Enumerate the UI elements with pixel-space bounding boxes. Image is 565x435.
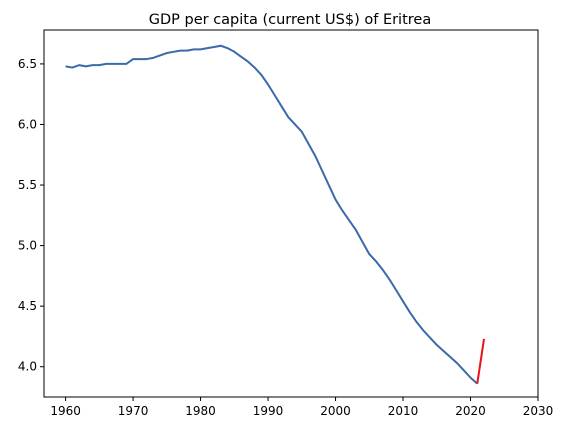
x-tick-label: 1960 [50,404,81,418]
x-tick-label: 2000 [320,404,351,418]
series-layer [65,44,485,385]
x-tick-label: 2010 [388,404,419,418]
plot-area-frame [43,29,539,398]
chart-title: GDP per capita (current US$) of Eritrea [149,12,431,28]
y-tick-label: 4.5 [18,299,37,313]
y-axis: 4.0 4.5 5.0 5.5 6.0 6.5 [18,57,44,374]
x-axis: 1960 1970 1980 1990 2000 2010 2020 2030 [50,397,553,418]
y-tick-label: 4.0 [18,360,37,374]
x-tick-label: 2030 [523,404,554,418]
x-tick-label: 1970 [118,404,149,418]
series-line-1 [476,338,485,384]
y-tick-label: 6.0 [18,117,37,131]
y-tick-label: 5.0 [18,239,37,253]
x-tick-label: 1990 [253,404,284,418]
x-tick-label: 2020 [455,404,486,418]
y-tick-label: 5.5 [18,178,37,192]
x-tick-label: 1980 [185,404,216,418]
series-line-0 [65,44,478,385]
y-tick-label: 6.5 [18,57,37,71]
